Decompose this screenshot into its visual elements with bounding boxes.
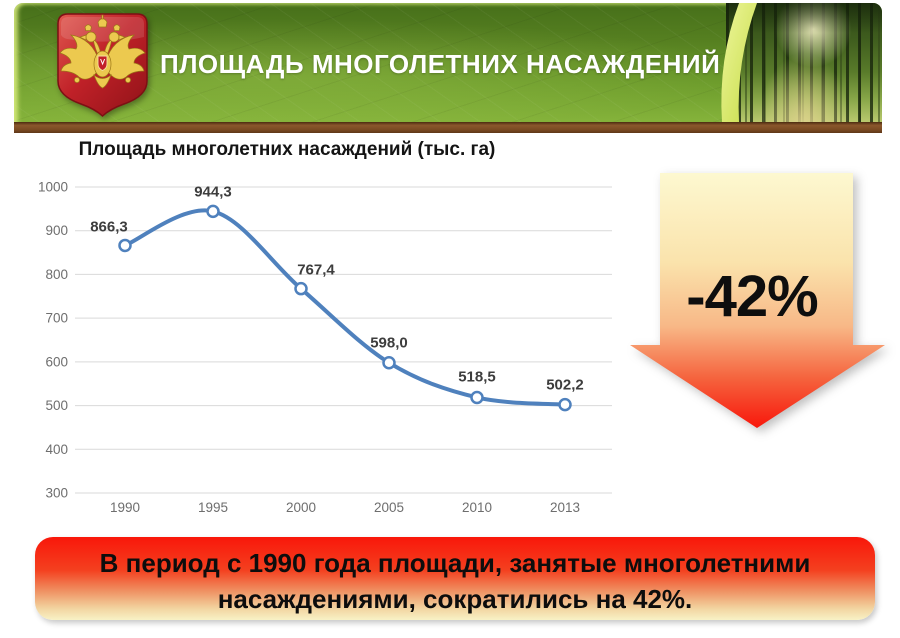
y-tick-label: 500 xyxy=(45,398,68,413)
y-tick-label: 1000 xyxy=(38,180,68,195)
series-line xyxy=(123,208,567,407)
y-tick-label: 300 xyxy=(45,486,68,501)
line-chart-svg: 300 400 500 600 700 800 900 1000 1990 1995 2000 200… xyxy=(38,180,612,515)
data-point-marker xyxy=(118,238,132,253)
header-bottom-bar xyxy=(14,122,882,133)
data-point-label: 598,0 xyxy=(370,335,408,352)
header-title: ПЛОЩАДЬ МНОГОЛЕТНИХ НАСАЖДЕНИЙ xyxy=(160,49,721,79)
y-tick-label: 400 xyxy=(45,442,68,457)
x-tick-label: 2005 xyxy=(374,500,404,515)
data-point-label: 944,3 xyxy=(194,183,232,200)
data-point-marker xyxy=(382,355,396,370)
down-arrow-icon xyxy=(630,173,885,428)
header-banner: ПЛОЩАДЬ МНОГОЛЕТНИХ НАСАЖДЕНИЙ xyxy=(14,3,882,133)
data-point-marker xyxy=(294,281,308,296)
data-point-marker xyxy=(470,390,484,405)
y-tick-label: 700 xyxy=(45,311,68,326)
x-tick-label: 2000 xyxy=(286,500,316,515)
data-point-label: 518,5 xyxy=(458,368,496,385)
data-point-label: 767,4 xyxy=(297,262,335,279)
x-tick-label: 2013 xyxy=(550,500,580,515)
forest-photo xyxy=(726,3,882,122)
data-point-label: 502,2 xyxy=(546,377,584,394)
chart-title: Площадь многолетних насаждений (тыс. га) xyxy=(78,139,496,160)
footer-text-line2: насаждениями, сократились на 42%. xyxy=(217,584,693,614)
x-tick-label: 1990 xyxy=(110,500,140,515)
y-tick-label: 800 xyxy=(45,267,68,282)
arrow-percentage-label: -42% xyxy=(686,264,818,329)
x-tick-label: 2010 xyxy=(462,500,492,515)
data-point-marker xyxy=(558,397,572,412)
divider-stripe xyxy=(721,3,757,122)
x-tick-label: 1995 xyxy=(198,500,228,515)
footer-banner: В период с 1990 года площади, занятые мн… xyxy=(35,537,875,620)
coat-of-arms-icon xyxy=(57,13,148,118)
data-point-label: 866,3 xyxy=(90,218,128,235)
y-tick-label: 900 xyxy=(45,223,68,238)
data-point-marker xyxy=(206,204,220,219)
footer-text-line1: В период с 1990 года площади, занятые мн… xyxy=(99,548,811,578)
y-tick-label: 600 xyxy=(45,354,68,369)
